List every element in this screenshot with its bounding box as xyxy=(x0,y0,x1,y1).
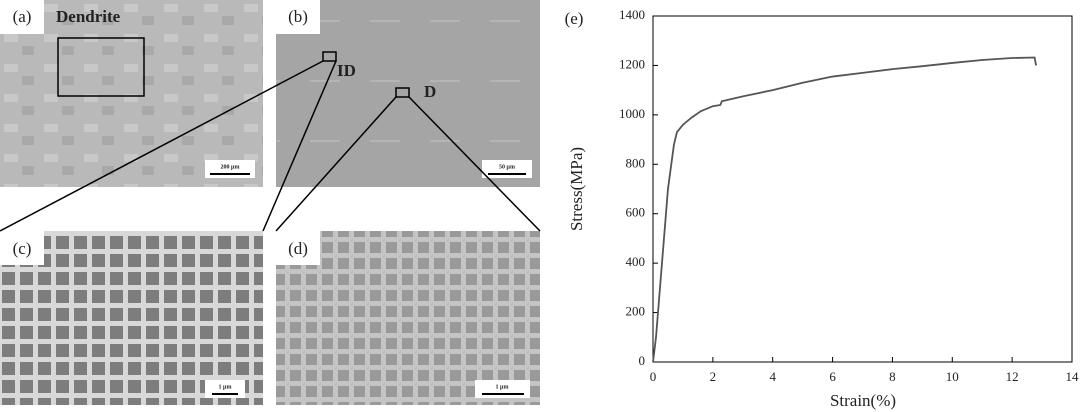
x-tick-label: 4 xyxy=(769,369,776,384)
region-box xyxy=(57,37,145,97)
zoom-line xyxy=(262,60,337,232)
label-bg xyxy=(0,0,44,34)
plot-frame xyxy=(652,15,1073,363)
zoom-lines xyxy=(0,60,541,232)
y-tick-label: 1200 xyxy=(619,56,645,71)
panel-a: (a) Dendrite 200 μm xyxy=(0,0,263,187)
x-tick-label: 14 xyxy=(1066,369,1080,384)
scale-label: 50 μm xyxy=(499,164,515,170)
y-tick-label: 800 xyxy=(626,155,646,170)
panel-b: (b) ID D 50 μm xyxy=(276,0,540,187)
zoom-line xyxy=(275,96,397,232)
panel-label: (b) xyxy=(288,7,308,26)
y-tick-label: 0 xyxy=(639,353,646,368)
panel-d: (d) 1 μm xyxy=(276,231,540,405)
y-tick-label: 600 xyxy=(626,205,646,220)
scale-label: 1 μm xyxy=(496,384,509,390)
region-box xyxy=(322,51,337,62)
scale-label: 200 μm xyxy=(221,164,240,170)
annotation: ID xyxy=(337,61,356,80)
x-tick-label: 2 xyxy=(710,369,717,384)
zoom-line xyxy=(0,60,324,232)
zoom-line xyxy=(408,96,541,232)
stress-strain-chart: (e) Strain(%) Stress(MPa) 0 2 4 6 8 10 12 14 0 20… xyxy=(565,7,1079,410)
y-tick-label: 400 xyxy=(626,254,646,269)
scale-label: 1 μm xyxy=(219,384,232,390)
panel-label: (d) xyxy=(288,239,308,258)
label-bg xyxy=(0,231,44,265)
y-axis-label: Stress(MPa) xyxy=(567,147,586,231)
annotation: D xyxy=(424,82,436,101)
y-tick-label: 200 xyxy=(626,304,646,319)
panel-label: (a) xyxy=(13,7,32,26)
x-tick-label: 0 xyxy=(650,369,657,384)
region-box xyxy=(395,87,410,98)
x-tick-label: 8 xyxy=(889,369,896,384)
panel-label: (e) xyxy=(565,9,584,28)
stress-strain-curve xyxy=(652,56,1037,363)
y-tick-label: 1400 xyxy=(619,7,645,22)
x-tick-label: 6 xyxy=(829,369,836,384)
label-bg xyxy=(276,231,320,265)
y-tick-label: 1000 xyxy=(619,106,645,121)
x-tick-label: 12 xyxy=(1006,369,1019,384)
annotation: Dendrite xyxy=(56,7,121,26)
label-bg xyxy=(276,0,320,34)
panel-c: (c) 1 μm xyxy=(0,231,263,405)
x-tick-label: 10 xyxy=(946,369,959,384)
x-axis-label: Strain(%) xyxy=(830,391,896,410)
panel-label: (c) xyxy=(13,239,32,258)
